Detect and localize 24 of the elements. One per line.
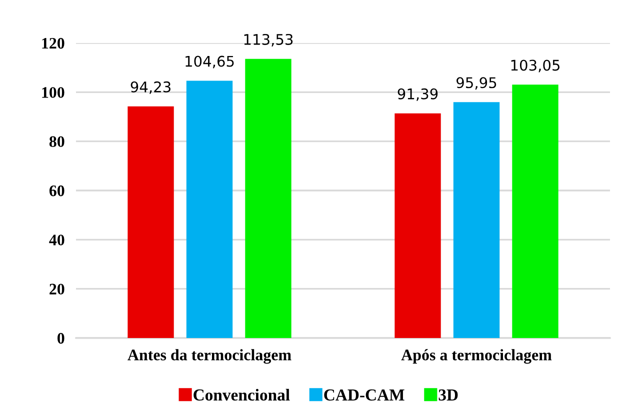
x-tick-label: Antes da termociclagem	[128, 349, 292, 364]
bar	[245, 58, 292, 338]
y-tick-label: 20	[50, 284, 64, 295]
data-label: 103,05	[511, 60, 560, 72]
data-label: 104,65	[186, 56, 234, 68]
legend-label: CAD-CAM	[324, 389, 404, 401]
data-label: 94,23	[130, 81, 170, 94]
bar	[128, 106, 174, 338]
data-label: 91,39	[398, 88, 438, 101]
y-tick-label: 60	[49, 185, 64, 196]
legend-label: Convencional	[194, 388, 290, 401]
bar	[394, 113, 441, 338]
legend-label: 3D	[438, 389, 458, 401]
y-tick-label: 80	[49, 136, 64, 148]
x-tick-label: Após a termociclagem	[401, 349, 552, 364]
bar	[453, 102, 500, 338]
y-tick-label: 0	[58, 332, 64, 344]
y-tick-label: 120	[42, 38, 64, 49]
bar	[186, 80, 233, 338]
data-label: 95,95	[456, 77, 496, 90]
data-label: 113,53	[244, 34, 293, 46]
y-tick-label: 40	[49, 234, 64, 246]
y-tick-label: 100	[42, 87, 64, 98]
bar	[512, 84, 558, 338]
